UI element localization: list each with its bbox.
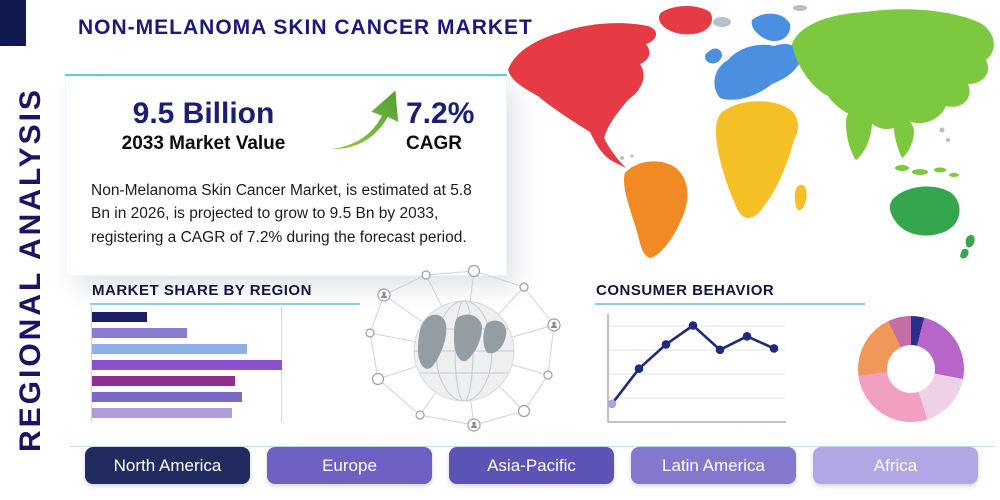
region-buttons-row: North America Europe Asia-Pacific Latin … [85,447,978,484]
madagascar-shape [794,184,807,211]
bar [92,328,187,338]
bar-chart-axis-line [91,306,92,422]
person-icons [381,291,557,428]
consumer-behavior-title: CONSUMER BEHAVIOR [596,282,775,299]
globe-network-graphic [365,264,561,432]
market-share-title: MARKET SHARE BY REGION [92,282,312,299]
scandinavia-shape [751,13,791,42]
globe-landmasses [418,314,507,369]
market-value-number: 9.5 Billion [132,97,275,130]
bar [92,360,282,370]
bar [92,376,235,386]
bar-chart [92,312,292,424]
bottom-divider-line [70,446,995,447]
continent-south-america [624,161,688,258]
summary-card: 9.5 Billion 2033 Market Value 7.2% CAGR … [65,76,507,276]
market-value-label: 2033 Market Value [121,133,286,154]
line-chart-svg [607,314,786,423]
growth-arrow-icon [324,87,400,151]
page-title: NON-MELANOMA SKIN CANCER MARKET [78,16,533,39]
line-markers [607,321,779,409]
continent-australia [889,186,960,236]
continent-north-america [508,23,657,168]
continent-africa [716,101,799,218]
continent-europe [714,43,801,100]
world-map [508,5,994,259]
region-button-asia-pacific[interactable]: Asia-Pacific [449,447,614,484]
consumer-behavior-underline [595,303,865,305]
bar [92,312,147,322]
continent-asia [792,9,994,129]
cagr-block: 7.2% CAGR [406,97,496,155]
india-shape [846,110,872,160]
bar [92,408,232,418]
vertical-banner-text: REGIONAL ANALYSIS [14,87,47,452]
greenland-shape [658,6,713,35]
small-gray-islands [620,5,950,160]
bar [92,392,242,402]
title-divider-line [65,74,507,76]
region-button-north-america[interactable]: North America [85,447,250,484]
corner-accent-block [0,0,26,46]
market-description: Non-Melanoma Skin Cancer Market, is esti… [91,182,472,246]
donut-chart [858,316,964,422]
region-button-africa[interactable]: Africa [813,447,978,484]
indonesia-islands [895,165,959,177]
region-button-europe[interactable]: Europe [267,447,432,484]
japan-shape [963,58,976,76]
new-zealand-shapes [960,234,975,259]
cagr-number: 7.2% [406,97,475,130]
market-value-block: 9.5 Billion 2033 Market Value [96,97,311,155]
bar [92,344,247,354]
cagr-label: CAGR [406,133,462,154]
uk-shape [704,48,722,64]
line-chart-gridlines [608,325,786,399]
market-share-underline [90,303,360,305]
region-button-latin-america[interactable]: Latin America [631,447,796,484]
se-asia-shape [894,118,914,158]
